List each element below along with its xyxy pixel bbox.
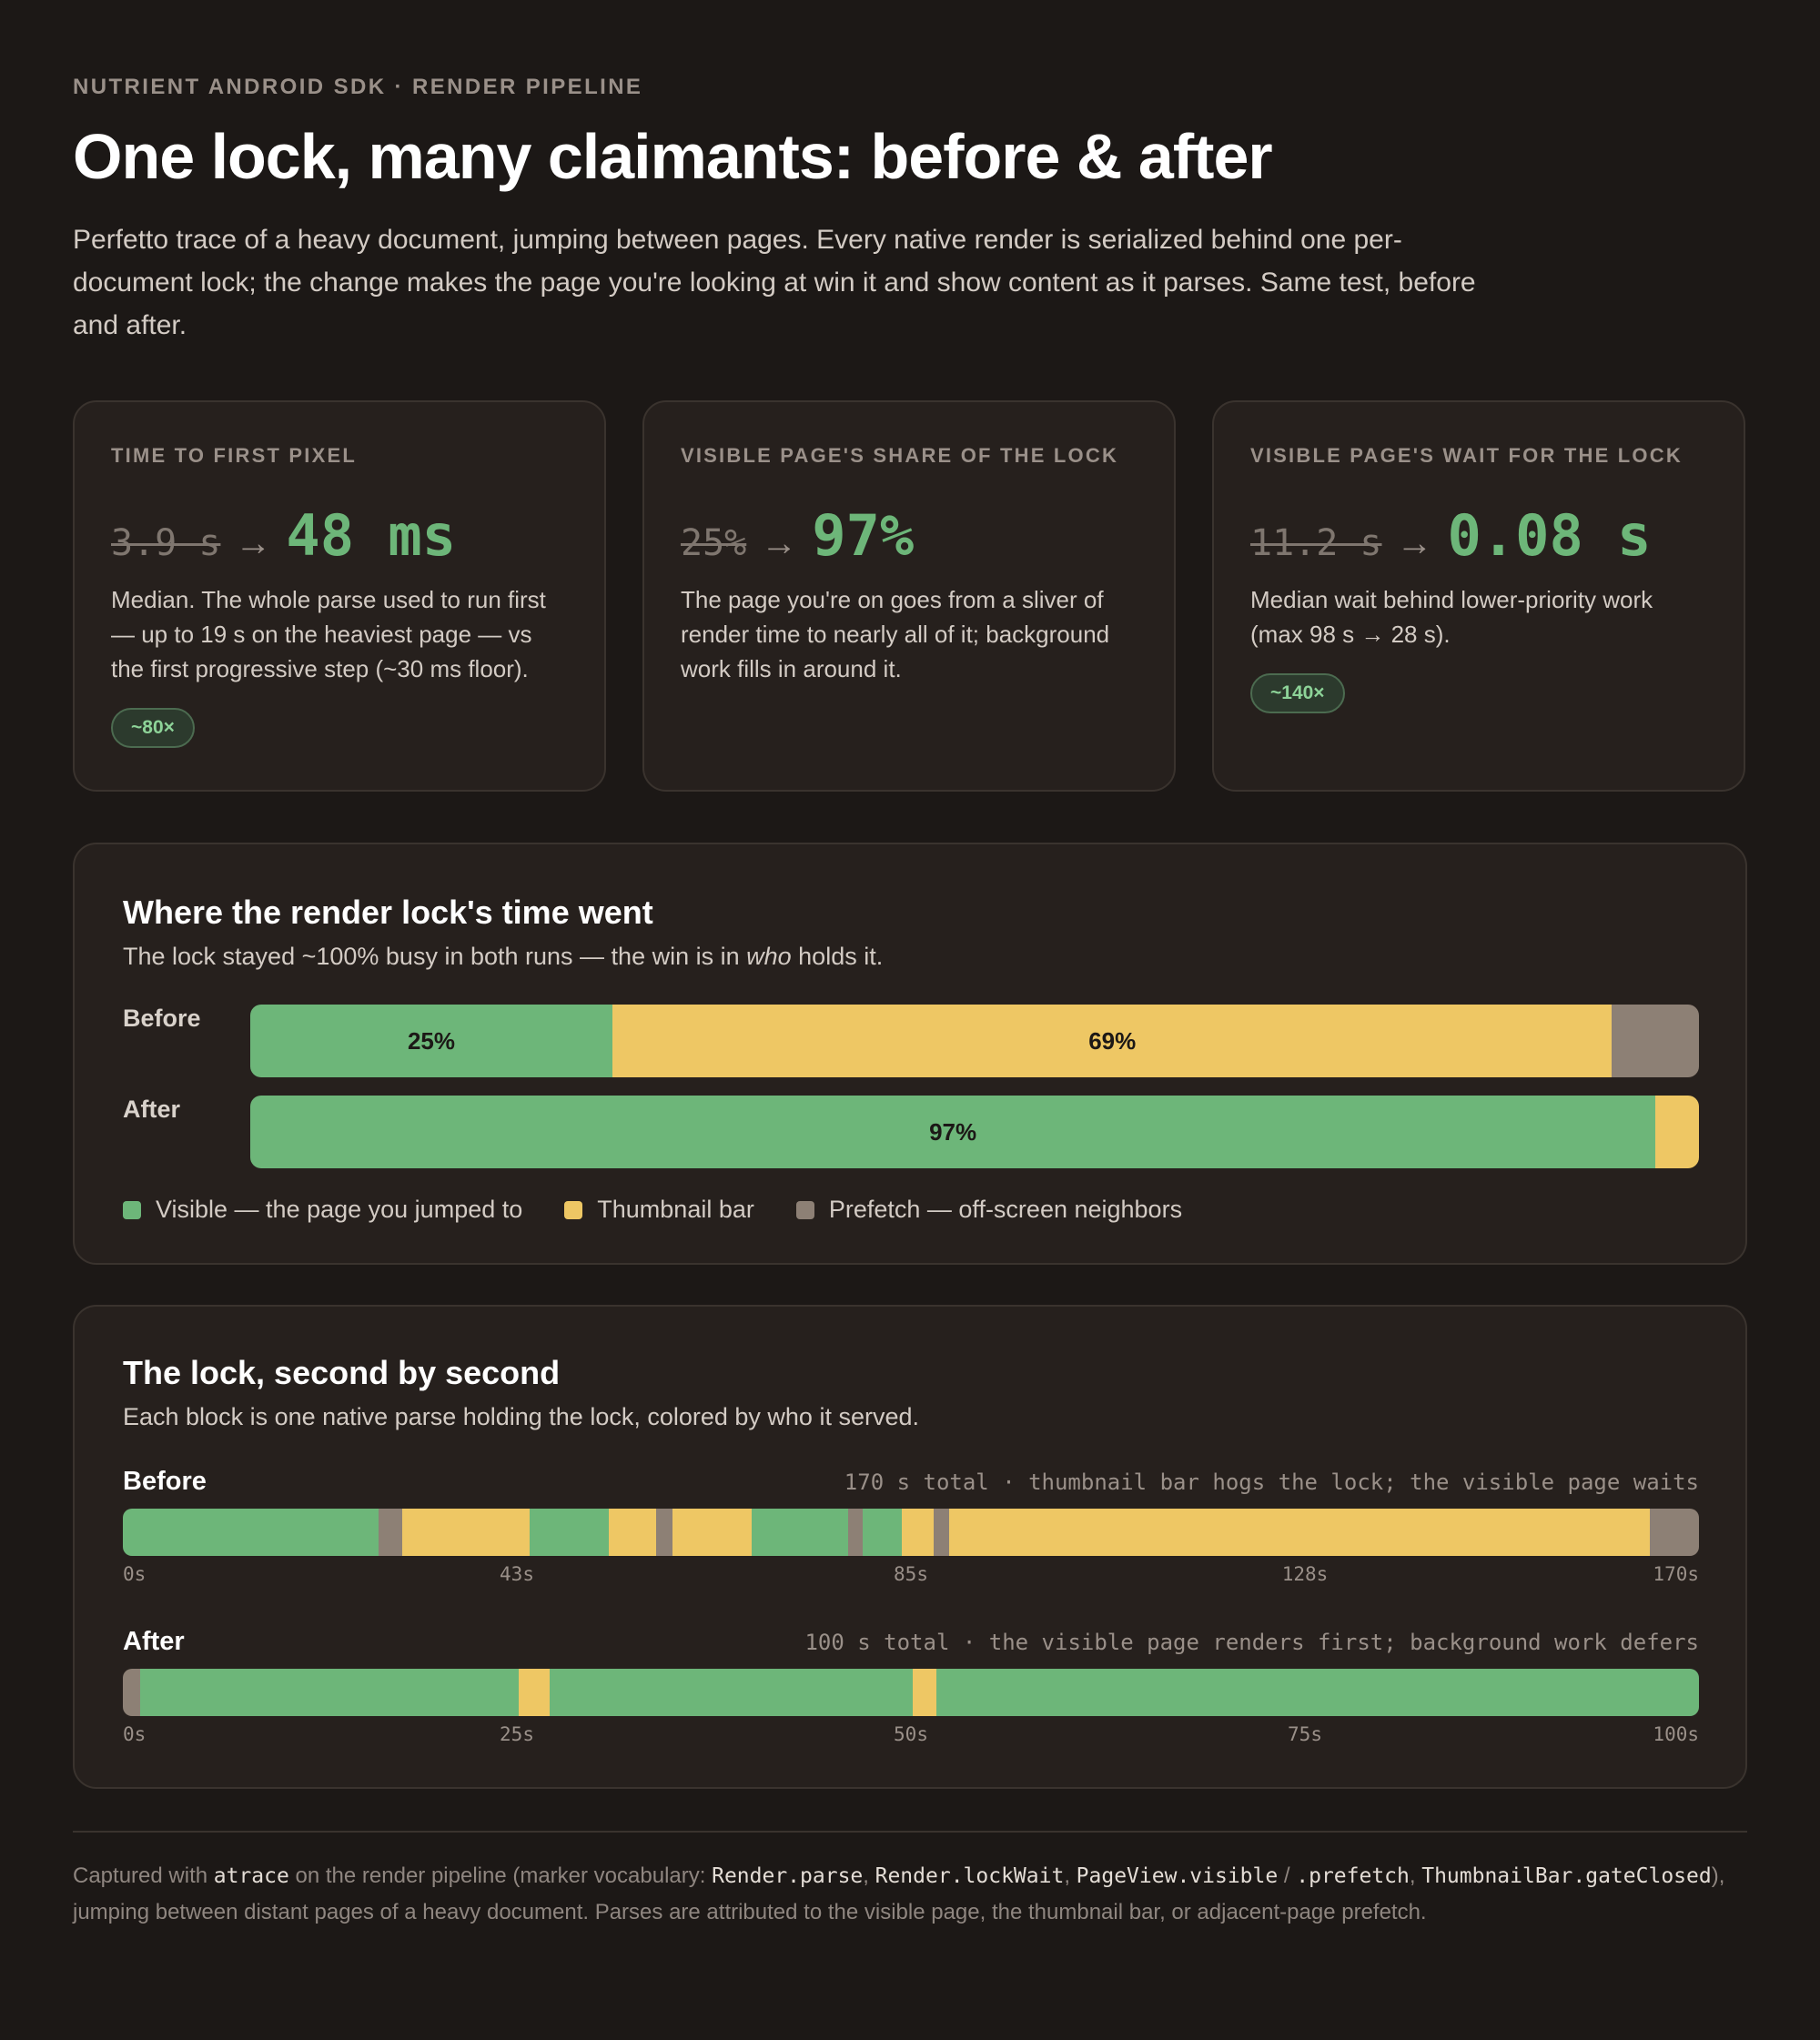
code-pageview-visible: PageView.visible [1076,1864,1279,1888]
lock-block-thumbnail [608,1509,656,1556]
lock-block-visible [140,1669,519,1716]
metric-after-value: 97% [812,502,915,569]
metric-label: VISIBLE PAGE'S WAIT FOR THE LOCK [1250,444,1683,467]
metric-description: Median wait behind lower-priority work (… [1250,586,1653,648]
axis-tick-label: 0s [123,1563,147,1585]
axis-tick-label: 25s [500,1723,534,1745]
lock-block-thumbnail [901,1509,935,1556]
metric-values: 11.2 s → 0.08 s [1250,502,1707,569]
page-title: One lock, many claimants: before & after [73,121,1273,192]
code-render-parse: Render.parse [712,1864,864,1888]
share-row-label-after: After [123,1096,181,1123]
legend-swatch-thumbnail [564,1200,583,1219]
metric-before-value: 3.9 s [111,522,221,564]
lock-block-thumbnail [518,1669,551,1716]
lock-block-prefetch [655,1509,673,1556]
lock-timeline-panel: The lock, second by second Each block is… [73,1305,1747,1789]
share-row-label-before: Before [123,1005,201,1032]
timeline-note: 100 s total · the visible page renders f… [804,1630,1699,1655]
lock-block-visible [863,1509,902,1556]
arrow-right-icon: → [1396,523,1433,563]
axis-tick-label: 43s [500,1563,534,1585]
axis-tick-label: 50s [894,1723,928,1745]
metric-card-first-pixel: TIME TO FIRST PIXEL 3.9 s → 48 ms Median… [73,400,606,792]
lock-block-visible [751,1509,848,1556]
axis-tick-label: 100s [1653,1723,1699,1745]
legend: Visible — the page you jumped to Thumbna… [123,1196,1182,1224]
lock-block-prefetch [1650,1509,1699,1556]
lock-block-visible [550,1669,913,1716]
metric-description: The page you're on goes from a sliver of… [681,586,1110,682]
timeline-before [123,1509,1699,1556]
lock-block-prefetch [934,1509,949,1556]
timeline-after [123,1669,1699,1716]
timeline-label: After [123,1627,185,1656]
legend-label: Visible — the page you jumped to [156,1196,523,1223]
lock-block-thumbnail [401,1509,531,1556]
divider [73,1831,1747,1833]
metric-label: TIME TO FIRST PIXEL [111,444,357,467]
panel-title: Where the render lock's time went [123,894,653,931]
lock-block-thumbnail [912,1669,936,1716]
timeline-axis-before: 0s 43s 85s 128s 170s [123,1563,1699,1591]
axis-tick-label: 75s [1288,1723,1322,1745]
legend-item-visible: Visible — the page you jumped to [123,1196,522,1224]
eyebrow: NUTRIENT ANDROID SDK · RENDER PIPELINE [73,75,643,99]
lock-block-visible [530,1509,609,1556]
arrow-right-icon: → [761,523,798,563]
metric-after-value: 0.08 s [1447,502,1652,569]
lock-block-thumbnail [948,1509,1650,1556]
code-thumbnailbar-gateclosed: ThumbnailBar.gateClosed [1421,1864,1712,1888]
share-segment-thumbnail: 69% [612,1005,1613,1077]
axis-tick-label: 128s [1281,1563,1329,1585]
metric-card-lock-wait: VISIBLE PAGE'S WAIT FOR THE LOCK 11.2 s … [1212,400,1745,792]
lock-share-panel: Where the render lock's time went The lo… [73,843,1747,1265]
share-segment-visible: 97% [250,1096,1656,1168]
share-segment-thumbnail [1655,1096,1699,1168]
legend-swatch-prefetch [795,1200,814,1219]
axis-tick-label: 85s [894,1563,928,1585]
timeline-header-before: Before 170 s total · thumbnail bar hogs … [123,1467,1699,1497]
metric-card-lock-share: VISIBLE PAGE'S SHARE OF THE LOCK 25% → 9… [642,400,1176,792]
metric-after-value: 48 ms [286,502,457,569]
metric-before-value: 25% [681,522,747,564]
axis-tick-label: 0s [123,1723,147,1745]
code-prefetch: .prefetch [1296,1864,1410,1888]
timeline-label: Before [123,1467,207,1496]
arrow-right-icon: → [235,523,272,563]
panel-title: The lock, second by second [123,1354,561,1391]
code-render-lockwait: Render.lockWait [875,1864,1065,1888]
page-intro: Perfetto trace of a heavy document, jump… [73,225,1476,340]
share-bar-after: 97% [250,1096,1699,1168]
timeline-header-after: After 100 s total · the visible page ren… [123,1627,1699,1657]
metric-before-value: 11.2 s [1250,522,1382,564]
share-segment-prefetch [1612,1005,1699,1077]
share-segment-visible: 25% [250,1005,612,1077]
timeline-note: 170 s total · thumbnail bar hogs the loc… [844,1469,1699,1495]
improvement-badge: ~140× [1250,673,1345,713]
metric-values: 3.9 s → 48 ms [111,502,568,569]
metric-values: 25% → 97% [681,502,1138,569]
metric-description: Median. The whole parse used to run firs… [111,586,546,682]
axis-tick-label: 170s [1653,1563,1699,1585]
footnote: Captured with atrace on the render pipel… [73,1863,1725,1924]
legend-swatch-visible [123,1200,141,1219]
metric-label: VISIBLE PAGE'S SHARE OF THE LOCK [681,444,1119,467]
panel-subtitle: Each block is one native parse holding t… [123,1403,919,1430]
lock-block-thumbnail [672,1509,752,1556]
lock-block-visible [935,1669,1699,1716]
panel-subtitle: The lock stayed ~100% busy in both runs … [123,943,884,970]
lock-block-prefetch [379,1509,402,1556]
legend-item-thumbnail: Thumbnail bar [564,1196,754,1224]
lock-block-visible [123,1509,379,1556]
legend-label: Prefetch — off-screen neighbors [828,1196,1183,1223]
share-bar-before: 25% 69% [250,1005,1699,1077]
lock-block-prefetch [123,1669,141,1716]
code-atrace: atrace [213,1864,289,1888]
legend-label: Thumbnail bar [597,1196,754,1223]
lock-block-prefetch [847,1509,864,1556]
legend-item-prefetch: Prefetch — off-screen neighbors [795,1196,1183,1224]
improvement-badge: ~80× [111,708,195,748]
timeline-axis-after: 0s 25s 50s 75s 100s [123,1723,1699,1751]
